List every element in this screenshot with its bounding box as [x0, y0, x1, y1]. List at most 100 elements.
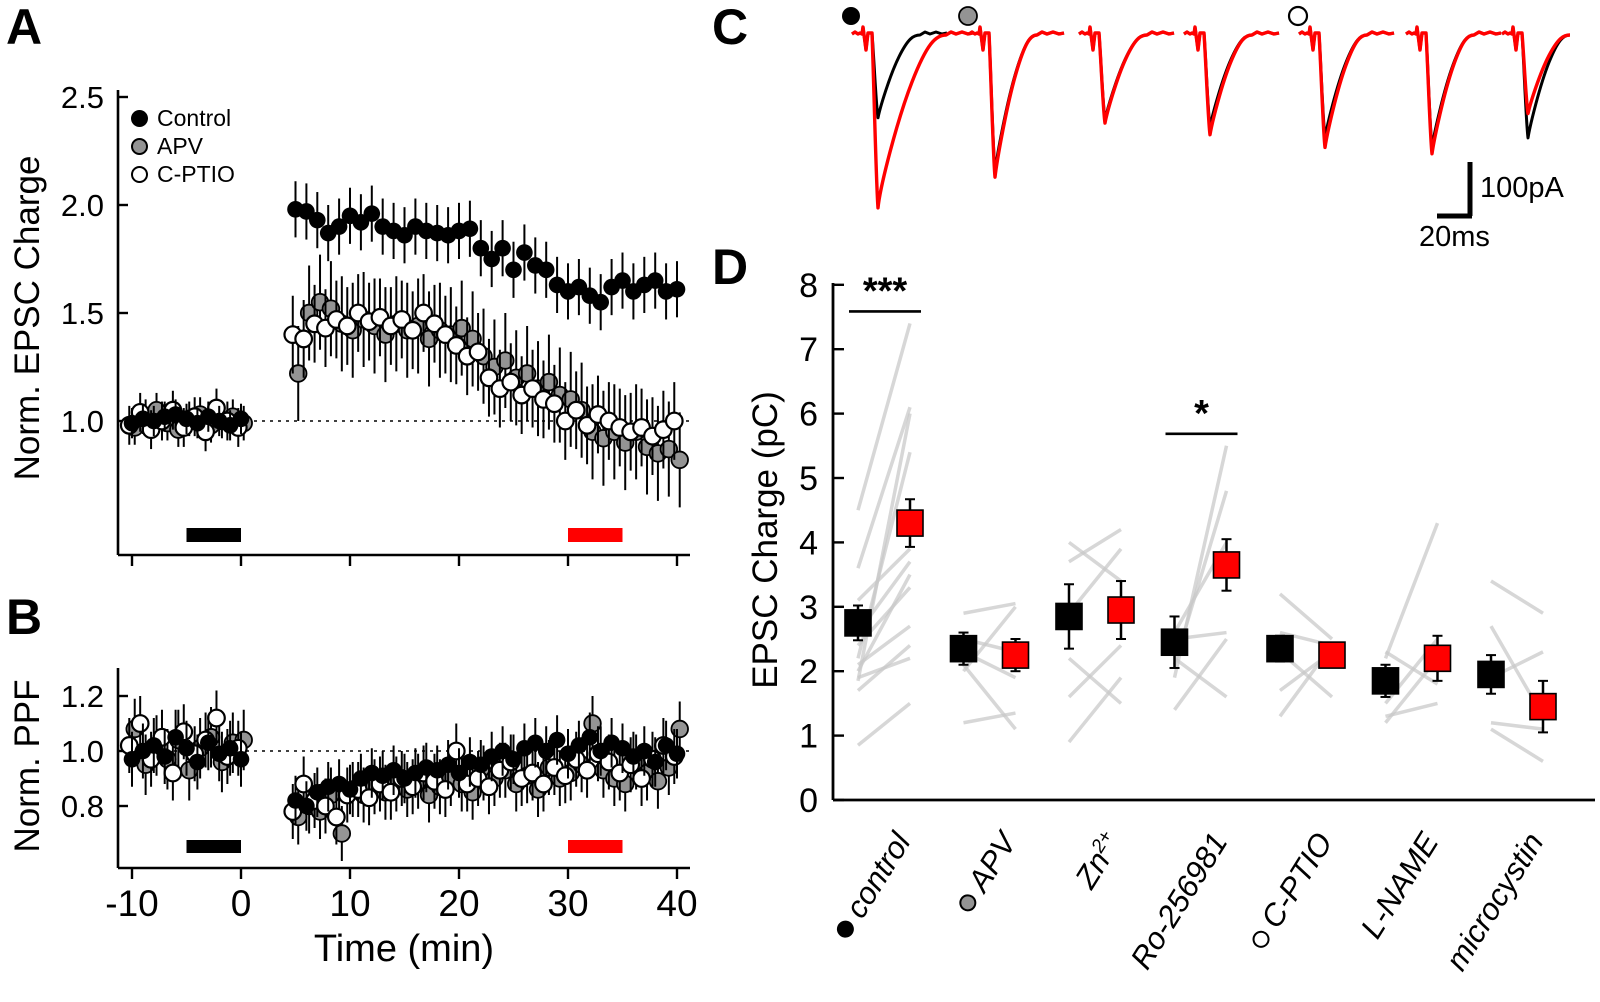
trace-post [1298, 25, 1395, 150]
panel-a-plot: 1.0 1.5 2.0 2.5 [61, 80, 690, 566]
data-point [468, 342, 488, 362]
data-point [326, 807, 346, 827]
open-circle-icon [1248, 927, 1273, 951]
drug-bar [568, 840, 623, 853]
series-Control [123, 709, 686, 831]
pair-line [963, 601, 1016, 615]
group-Ro-256981 [1160, 445, 1241, 711]
data-point [494, 239, 511, 257]
data-point [537, 742, 555, 760]
pair-line [1067, 547, 1123, 615]
legend-item-apv: APV [131, 133, 235, 159]
pair-line [1067, 644, 1123, 699]
data-point [381, 782, 401, 802]
pair-line [856, 702, 912, 747]
pair-line [1068, 528, 1122, 564]
data-point [337, 316, 357, 336]
data-point [664, 411, 684, 431]
open-circle-icon [1287, 5, 1309, 27]
pair-line [1490, 727, 1544, 763]
series-Control [123, 181, 686, 441]
pair-line [856, 322, 912, 511]
data-point [425, 314, 444, 334]
post-mean-square [1318, 641, 1346, 669]
post-mean-square [1001, 641, 1030, 669]
post-mean-square [1423, 644, 1452, 673]
data-point [435, 325, 455, 345]
pre-mean-square [844, 609, 872, 637]
data-point [668, 745, 686, 763]
scalebar-time-label: 20ms [1419, 221, 1490, 253]
y-tick-label: 0 [799, 782, 818, 820]
pre-mean-square [949, 634, 978, 663]
data-point [330, 218, 348, 235]
trace-post [1501, 25, 1571, 116]
y-tick-label: 2.0 [61, 188, 104, 223]
data-point [461, 220, 479, 238]
y-tick-label: 2.5 [61, 80, 104, 115]
data-point [363, 205, 381, 222]
trace-post [968, 25, 1065, 179]
data-point [167, 728, 184, 746]
data-point [450, 764, 468, 782]
data-point [646, 753, 664, 771]
pair-line [1067, 676, 1123, 744]
legend-label: APV [157, 133, 204, 159]
epsc-trace-pair [1287, 5, 1395, 150]
pair-line [963, 711, 1016, 725]
group-APV [949, 601, 1030, 731]
data-point [207, 708, 226, 728]
data-point [130, 714, 150, 733]
filled-gray-circle-icon [131, 138, 148, 155]
pre-mean-square [1477, 660, 1505, 689]
y-tick-label: 3 [799, 589, 818, 627]
pair-line [1173, 637, 1228, 711]
pair-line [1383, 522, 1440, 659]
data-point [614, 272, 631, 289]
y-tick-label: 0.8 [61, 789, 104, 824]
post-mean-square [1529, 692, 1557, 721]
epsc-trace-pair [1078, 25, 1175, 125]
data-point [294, 329, 314, 349]
data-point [505, 261, 522, 279]
series-C-PTIO [119, 690, 684, 845]
epsc-trace-pair [1183, 25, 1280, 137]
data-point [200, 734, 217, 752]
data-point [359, 788, 379, 808]
y-tick-label: 5 [799, 460, 818, 498]
data-point [479, 368, 499, 388]
panel-c-letter: C [712, 0, 749, 55]
data-point [483, 250, 501, 268]
filled-black-circle-icon [131, 110, 148, 127]
data-point [537, 261, 555, 279]
data-point [523, 379, 542, 399]
panel-b-letter: B [6, 589, 43, 645]
data-point [189, 753, 206, 771]
data-point [544, 394, 564, 414]
x-tick-label: 0 [231, 883, 252, 924]
pair-line [1067, 540, 1123, 583]
filled-black-circle-icon [833, 917, 857, 941]
data-point [232, 750, 250, 768]
legend-label: C-PTIO [157, 161, 235, 187]
data-point [539, 372, 559, 392]
trace-post [1405, 25, 1502, 156]
group-Zn [1055, 528, 1135, 744]
y-tick-label: 1.0 [61, 404, 104, 439]
data-point [496, 351, 515, 370]
pair-line [962, 663, 1017, 731]
data-point [145, 737, 163, 754]
y-tick-label: 6 [799, 396, 818, 434]
time-axis-label: Time (min) [313, 928, 495, 970]
data-point [392, 310, 412, 329]
pair-line [1490, 579, 1544, 615]
y-tick-label: 2 [799, 653, 818, 691]
data-point [221, 739, 239, 757]
y-tick-label: 1.0 [61, 734, 104, 769]
pre-mean-square [1266, 634, 1294, 663]
x-tick-label: 30 [547, 883, 588, 924]
data-point [636, 742, 653, 760]
pair-line [1278, 592, 1334, 641]
